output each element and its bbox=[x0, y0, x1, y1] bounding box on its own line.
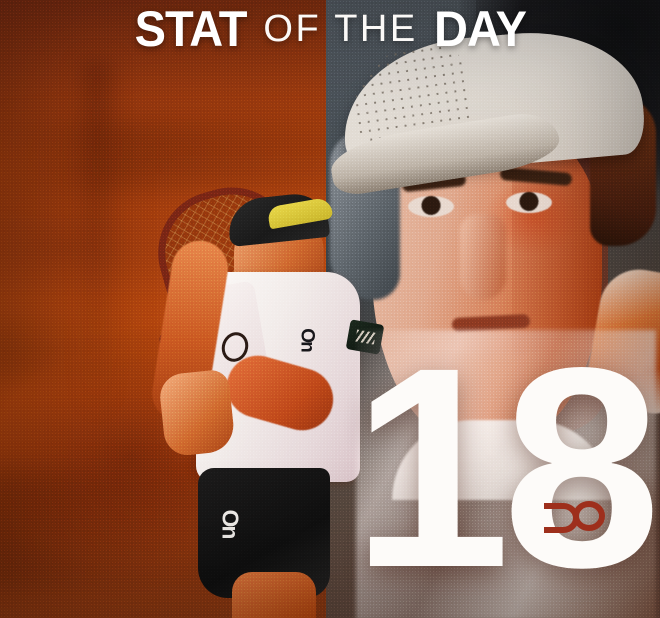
on-shorts-logo: On bbox=[217, 509, 244, 538]
player-hand bbox=[157, 368, 237, 458]
fabric-highlight-sash bbox=[356, 330, 656, 618]
portrait-eye-right bbox=[506, 192, 552, 213]
player-leg bbox=[232, 572, 316, 618]
headline-word-stat: STAT bbox=[134, 1, 248, 57]
portrait-nose bbox=[460, 214, 506, 300]
headline: STAT OF THE DAY bbox=[0, 0, 660, 58]
court-post-blur bbox=[82, 60, 112, 420]
stat-number: 18 bbox=[352, 309, 660, 618]
headline-word-of: OF bbox=[263, 8, 322, 50]
portrait-eye-left bbox=[408, 196, 454, 217]
on-chest-logo: On bbox=[296, 328, 318, 351]
headline-word-the: THE bbox=[334, 8, 418, 50]
on-running-logo-icon bbox=[543, 500, 605, 552]
headline-word-day: DAY bbox=[433, 1, 527, 57]
court-background-band bbox=[0, 120, 326, 190]
stat-value-block: 18 bbox=[352, 309, 660, 618]
